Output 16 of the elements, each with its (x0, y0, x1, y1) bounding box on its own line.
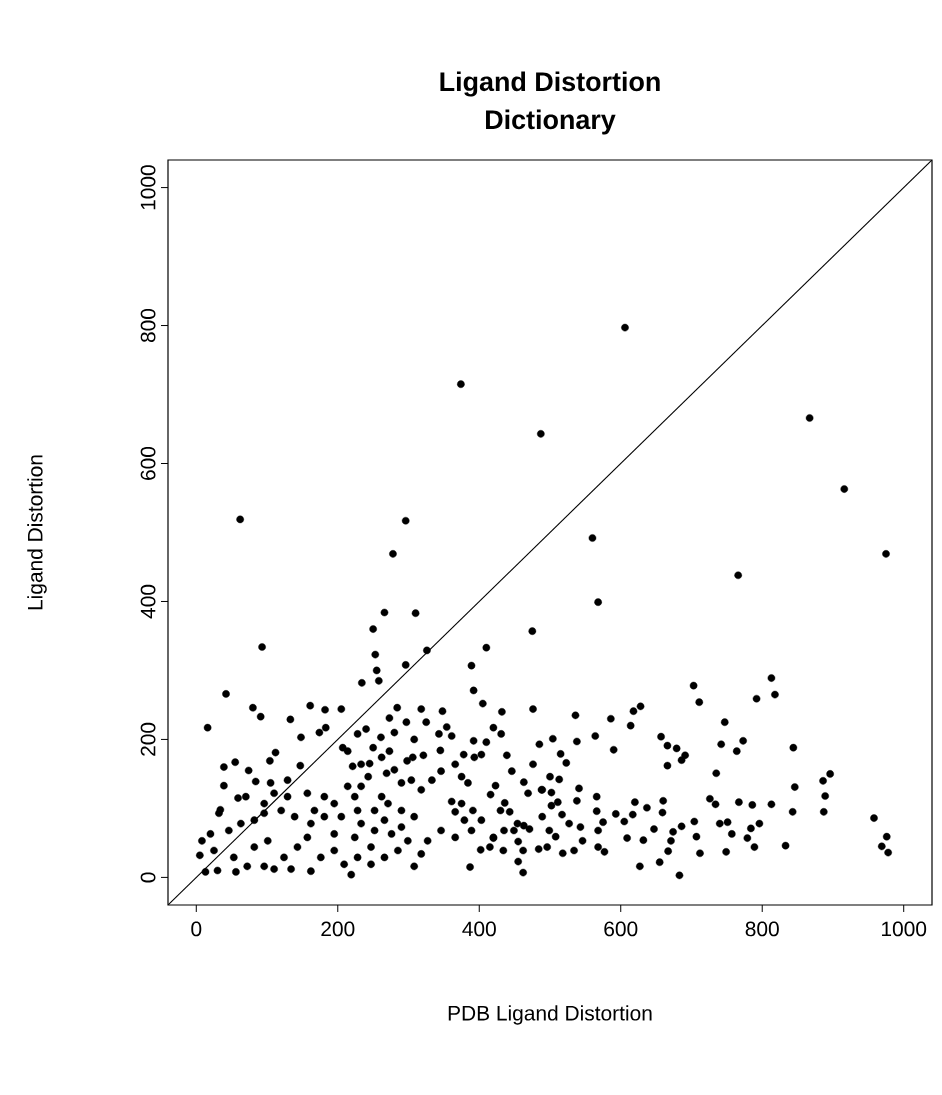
x-tick-label: 200 (321, 921, 355, 937)
y-tick-label: 200 (140, 722, 156, 756)
x-tick-label: 600 (604, 921, 638, 937)
chart-subtitle: Dictionary (486, 109, 616, 135)
chart-title: Ligand Distortion (440, 71, 660, 97)
y-tick-label: 600 (140, 446, 156, 480)
y-tick-label: 1000 (140, 165, 156, 210)
x-tick-label: 400 (462, 921, 496, 937)
y-tick-label: 0 (140, 872, 156, 883)
x-tick-label: 800 (745, 921, 779, 937)
x-tick-label: 0 (191, 921, 202, 937)
y-tick-label: 800 (140, 308, 156, 343)
y-tick-label: 400 (140, 584, 156, 619)
x-axis-title: PDB Ligand Distortion (448, 1005, 652, 1025)
y-axis-title: Ligand Distortion (27, 455, 47, 610)
x-tick-label: 1000 (882, 921, 927, 937)
